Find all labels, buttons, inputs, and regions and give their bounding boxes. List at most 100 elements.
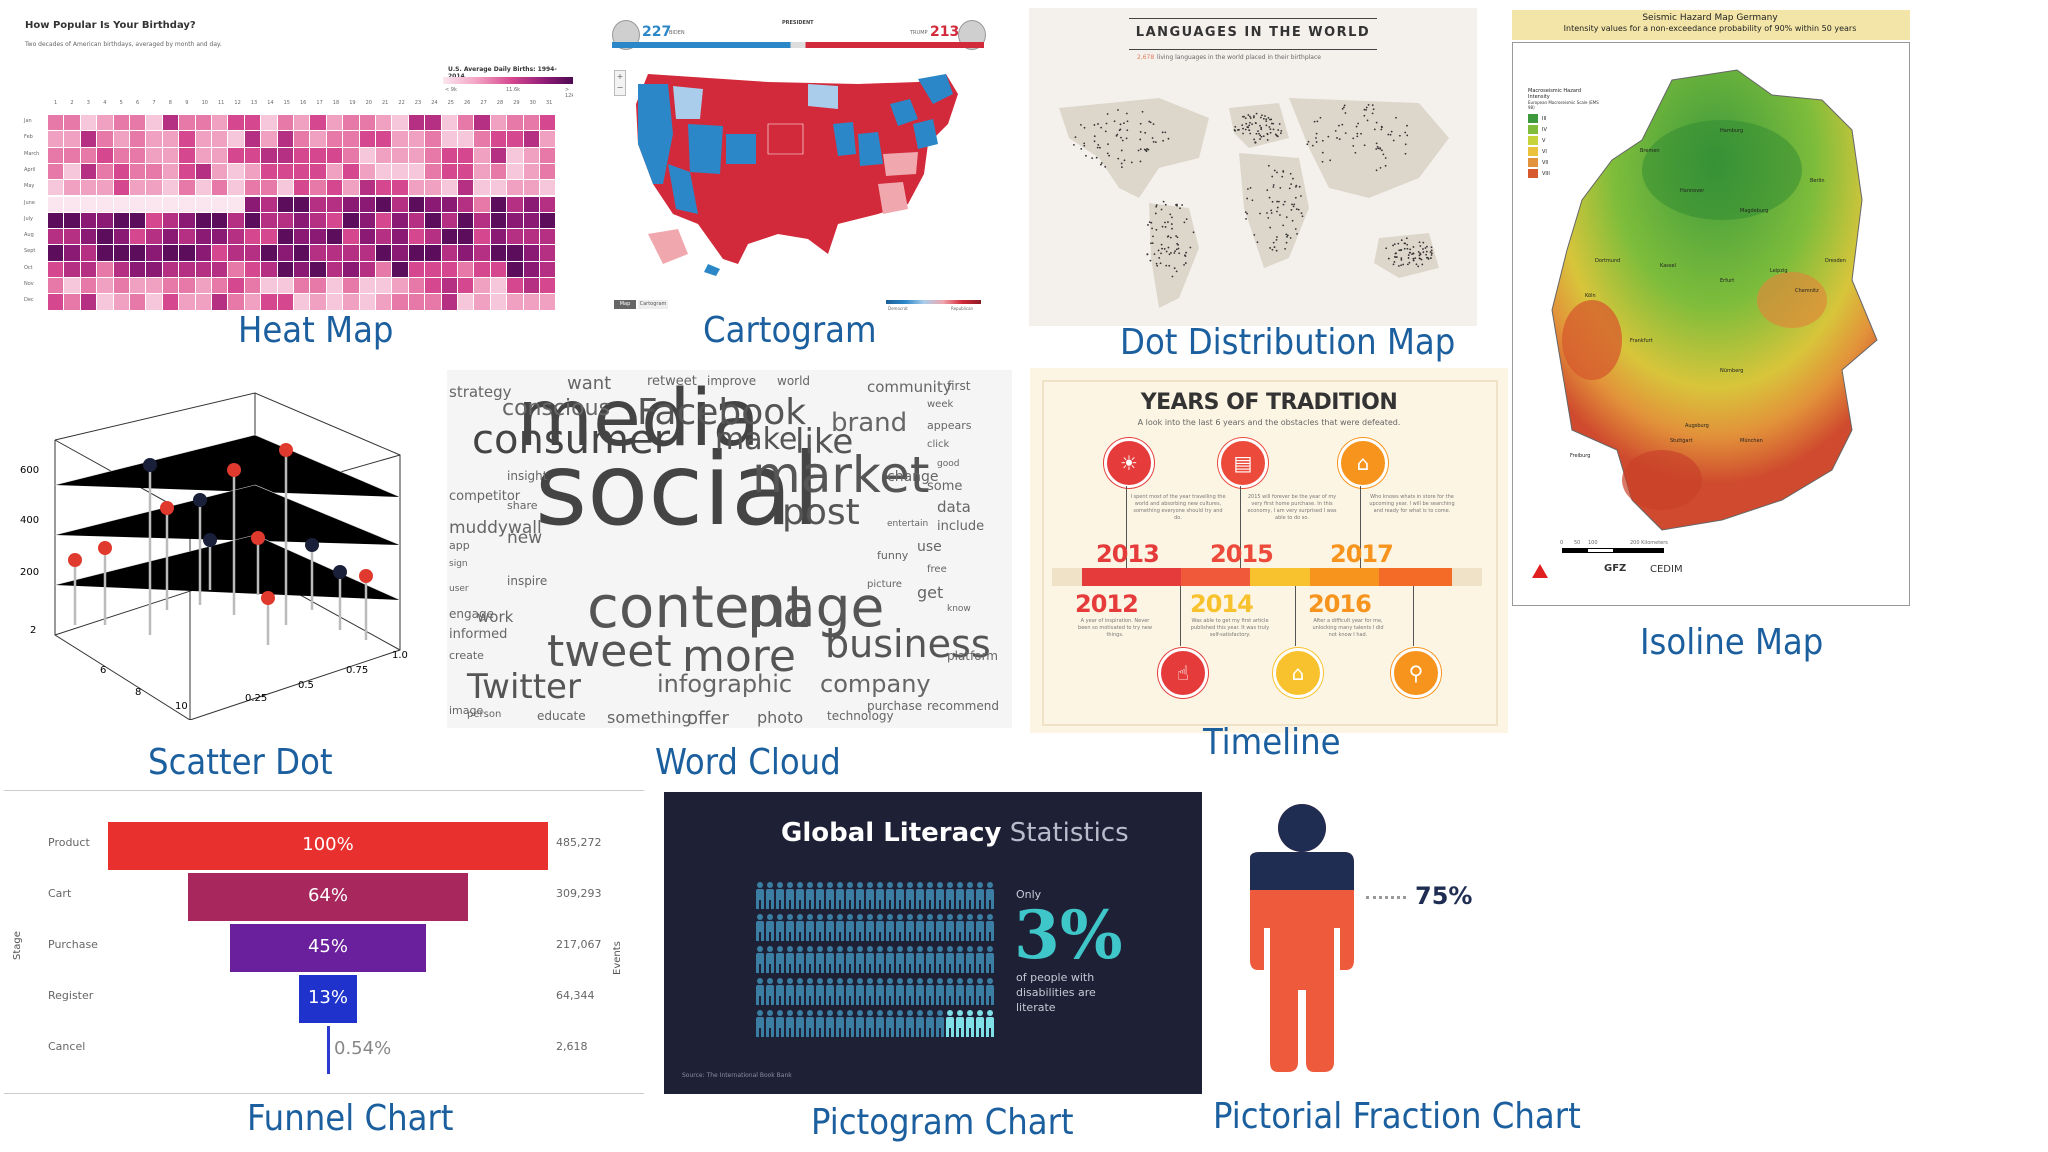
dotmap-dot (1149, 121, 1152, 124)
dotmap-dot (1080, 147, 1083, 150)
pictogram-person-icon (806, 1010, 814, 1038)
pictogram-person-icon (876, 882, 884, 910)
scatter-point (160, 501, 174, 515)
heatmap-cell (212, 261, 228, 277)
pictogram-person-icon (796, 882, 804, 910)
dotmap-dot (1406, 243, 1409, 246)
heatmap-cell (507, 245, 523, 261)
dotmap-dot (1247, 188, 1249, 190)
scatter-point (143, 458, 157, 472)
heatmap-cell (228, 212, 244, 229)
heatmap-cell (474, 212, 490, 229)
wordcloud-word: include (937, 519, 985, 534)
heatmap-cell (162, 180, 179, 196)
funnel-bar (108, 822, 548, 870)
heatmap-cell (359, 196, 375, 212)
cartogram-us-map (636, 74, 958, 276)
scatter-stems (73, 450, 368, 645)
wordcloud-word: conscious (502, 396, 611, 421)
heatmap-cell (343, 147, 359, 163)
dotmap-dot (1184, 262, 1187, 264)
heatmap-day-label: 1 (54, 100, 58, 106)
heatmap-cell (458, 294, 474, 310)
dotmap-dot (1414, 257, 1417, 260)
pictogram-person-icon (946, 1010, 954, 1038)
heatmap-cell (212, 115, 228, 131)
pictogram-person-icon (866, 946, 874, 974)
dotmap-dot (1164, 203, 1167, 206)
heatmap-cell (146, 245, 162, 261)
heatmap-cell (425, 245, 441, 261)
heatmap-cell (490, 147, 507, 163)
pictogram-person-icon (806, 978, 814, 1006)
funnel-count-label: 217,067 (556, 938, 602, 951)
heatmap-cell (277, 278, 293, 294)
heatmap-cell (113, 261, 129, 277)
isoline-scalebar (1562, 548, 1664, 553)
dotmap-dot (1151, 227, 1153, 230)
caption-word-cloud: Word Cloud (655, 742, 841, 783)
wordcloud-word: some (927, 479, 963, 494)
scatter-point (359, 569, 373, 583)
heatmap-cell (376, 294, 392, 310)
funnel-stage-label: Purchase (48, 938, 98, 951)
heatmap-cell (441, 115, 457, 131)
heatmap-cell (48, 245, 64, 261)
heatmap-cell (179, 115, 195, 131)
dotmap-dot (1284, 247, 1287, 250)
heatmap-cell (441, 212, 457, 229)
cartogram-zoom-control[interactable]: + − (614, 70, 626, 96)
dotmap-dot (1189, 246, 1192, 249)
pictogram-person-icon (886, 914, 894, 942)
dotmap-dot (1105, 122, 1108, 125)
dotmap-dot (1387, 133, 1390, 136)
isoline-city-label: Dresden (1825, 258, 1846, 264)
pictogram-person-icon (966, 1010, 974, 1038)
heatmap-cell (80, 147, 97, 163)
heatmap-cell (113, 131, 129, 147)
dotmap-dot (1265, 124, 1268, 127)
dotmap-dot (1344, 132, 1347, 135)
heatmap-cell (64, 131, 80, 147)
dotmap-dot (1178, 252, 1181, 255)
pictogram-person-icon (926, 914, 934, 942)
heatmap-cell (458, 229, 474, 245)
heatmap-cell (326, 294, 343, 310)
pictogram-person-icon (766, 1010, 774, 1038)
dotmap-dot (1154, 212, 1157, 215)
heatmap-cell (64, 196, 80, 212)
heatmap-cell (244, 261, 261, 277)
heatmap-cell (261, 229, 277, 245)
dotmap-dot (1422, 251, 1425, 254)
dotmap-dot (1400, 264, 1402, 267)
cartogram-right-name: TRUMP (910, 30, 928, 36)
heatmap-cell (310, 294, 326, 310)
pictogram-person-icon (986, 914, 994, 942)
dotmap-dot (1184, 255, 1187, 257)
wordcloud-word: change (887, 469, 939, 485)
pictogram-person-icon (826, 946, 834, 974)
scatter-points (68, 443, 373, 605)
dotmap-dot (1275, 238, 1278, 241)
pictogram-person-icon (806, 946, 814, 974)
pictogram-person-icon (876, 914, 884, 942)
dotmap-dot (1282, 203, 1285, 206)
cartogram-tab-map[interactable]: Map (614, 300, 636, 309)
funnel-percent-label: 13% (307, 987, 348, 1008)
dotmap-dot (1083, 126, 1086, 129)
scatter-z-tick-025: 0.25 (245, 693, 268, 704)
scatter-z-tick-10: 1.0 (392, 650, 408, 661)
caption-isoline: Isoline Map (1640, 622, 1824, 663)
dotmap-dot (1371, 112, 1374, 115)
heatmap-cell (474, 261, 490, 277)
dotmap-dot (1402, 263, 1405, 266)
cartogram-tab-cartogram[interactable]: Cartogram (638, 300, 668, 309)
dotmap-dot (1258, 132, 1260, 135)
dotmap-dot (1426, 245, 1428, 248)
heatmap-cell (458, 245, 474, 261)
pictogram-person-icon (956, 882, 964, 910)
dotmap-dot (1150, 221, 1153, 224)
fraction-person-figure (1250, 804, 1354, 1072)
wordcloud-word: consumer (472, 417, 671, 463)
timeline-year-top: 2017 (1330, 540, 1394, 568)
